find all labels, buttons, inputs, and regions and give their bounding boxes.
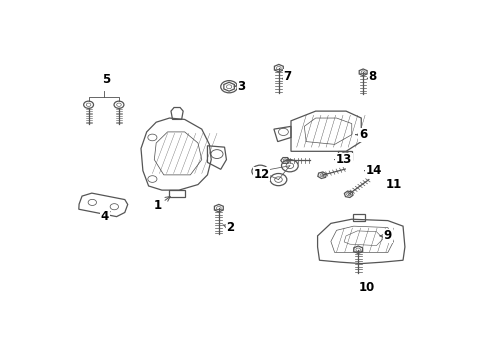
Text: 7: 7	[282, 70, 291, 83]
Text: 11: 11	[386, 178, 402, 191]
Text: 8: 8	[367, 70, 377, 83]
Text: 1: 1	[154, 197, 170, 212]
Text: 13: 13	[335, 153, 352, 166]
Text: 6: 6	[356, 128, 368, 141]
Text: 4: 4	[101, 210, 110, 223]
Text: 12: 12	[254, 167, 270, 180]
Text: 3: 3	[234, 80, 245, 93]
Text: 2: 2	[223, 221, 234, 234]
Text: 14: 14	[365, 164, 382, 177]
Text: 9: 9	[380, 229, 392, 242]
Text: 10: 10	[359, 281, 375, 294]
Text: 5: 5	[102, 73, 110, 86]
